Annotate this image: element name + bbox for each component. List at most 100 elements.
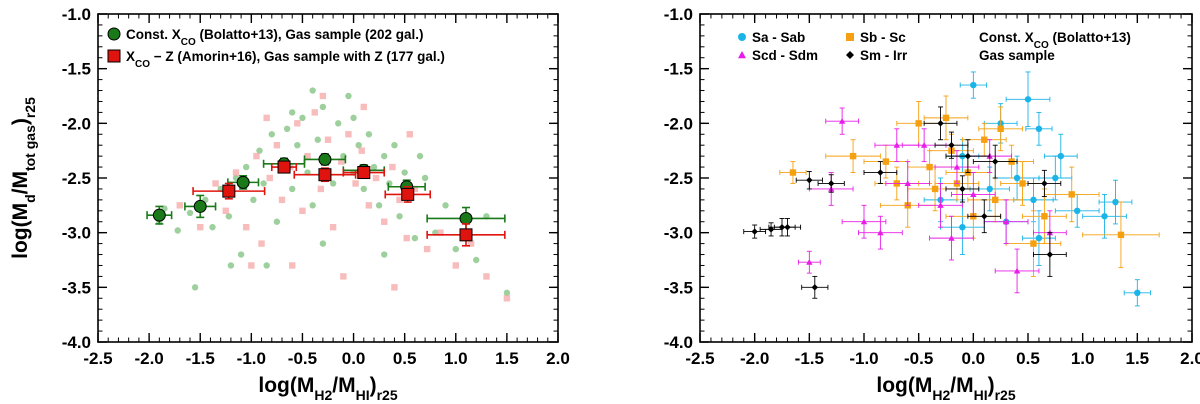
data-point [877,169,884,176]
data-point [311,109,318,116]
data-point [304,152,311,160]
x-tick-label: 1.5 [1126,349,1150,368]
data-point [222,184,236,198]
data-point [289,262,296,269]
legend-subscript: CO [135,59,150,70]
data-point [248,262,255,269]
data-point [1134,289,1141,296]
data-point [352,180,359,187]
data-point [258,240,265,247]
data-point [263,114,270,122]
data-point [268,131,275,138]
data-point [860,218,868,225]
data-point [357,166,371,180]
data-point [174,227,181,234]
data-point [318,168,332,182]
data-point [953,163,961,170]
data-point [915,120,922,127]
data-point [273,218,281,225]
data-point [212,180,219,187]
data-point [751,228,758,235]
legend-text-part: Const. X [126,27,181,42]
data-point [467,240,475,247]
data-point [381,251,388,258]
y-tick-label: -1.0 [664,5,693,24]
legend-entry: Sm - Irr [860,48,908,63]
x-axis-title-sub: H2 [314,387,332,403]
data-point [273,142,281,149]
y-axis-title-part: log(M [9,203,32,259]
data-point [942,114,950,122]
data-point [318,152,332,166]
x-tick-label: -2.5 [685,349,714,368]
data-point [964,152,972,160]
data-point [1002,218,1010,225]
data-point [1046,251,1054,258]
data-point [401,169,408,176]
data-point [345,131,352,138]
data-point [1013,174,1021,182]
x-axis-title: log(MH2/MHI)r25 [876,374,1015,403]
x-tick-label: 0.5 [393,349,417,368]
data-point [992,158,999,165]
legend-entry: Sa - Sab [752,30,805,45]
y-axis-title-sub: tot gas [22,125,38,171]
x-tick-label: -2.0 [740,349,769,368]
y-tick-label: -3.0 [664,224,693,243]
data-point [365,131,373,138]
data-point [365,202,373,209]
data-point [243,224,250,231]
data-point [1117,231,1125,239]
y-tick-label: -3.0 [62,224,91,243]
data-point [309,87,316,94]
data-point [1041,180,1048,187]
data-point [232,169,240,176]
data-point [1024,96,1032,103]
data-point [403,234,410,242]
x-tick-label: -2.0 [134,349,163,368]
data-point [314,136,321,143]
panel-left: -2.5 -2.0 -1.5 -1.0 -0.5 0.0 0.5 1.0 1.5 2.0-4.0-… [9,5,570,403]
data-point [243,163,250,171]
data-point [828,180,835,187]
data-point [401,187,415,201]
y-tick-label: -1.5 [62,60,91,79]
data-point [992,196,999,204]
x-axis-title-sub: r25 [377,387,398,403]
legend-text-part: X [126,49,135,64]
data-point [948,142,955,149]
data-point [937,202,944,208]
data-point [250,196,257,204]
y-tick-label: -2.0 [664,114,693,133]
data-point [1057,152,1065,160]
x-axis-title-part: log(M [876,374,932,397]
data-point [421,174,429,182]
y-tick-label: -1.0 [62,5,91,24]
data-point [289,185,296,193]
data-point [289,109,296,116]
data-point [806,176,813,184]
x-axis-title-part: log(M [258,374,314,397]
annotation-line: Gas sample [979,48,1055,63]
data-point [948,234,955,241]
y-tick-label: -4.0 [62,333,91,352]
data-point [452,245,459,253]
annotation-line: Const. XCO (Bolatto+13) [979,30,1131,51]
y-tick-label: -3.5 [62,278,91,297]
series-sm-irr [743,106,1067,299]
legend-text-part: Sb - Sc [860,30,906,45]
x-tick-label: -0.5 [904,349,933,368]
data-point [459,228,473,242]
x-axis-title-part: ) [988,374,995,397]
data-point [452,262,459,269]
data-point [253,152,260,160]
data-point [360,185,367,193]
data-point [406,131,413,138]
data-point [350,114,357,122]
data-point [370,163,378,171]
data-point [277,160,291,174]
data-point [904,180,911,187]
data-point [256,147,263,154]
x-tick-label: -1.0 [849,349,878,368]
data-point [959,224,966,231]
